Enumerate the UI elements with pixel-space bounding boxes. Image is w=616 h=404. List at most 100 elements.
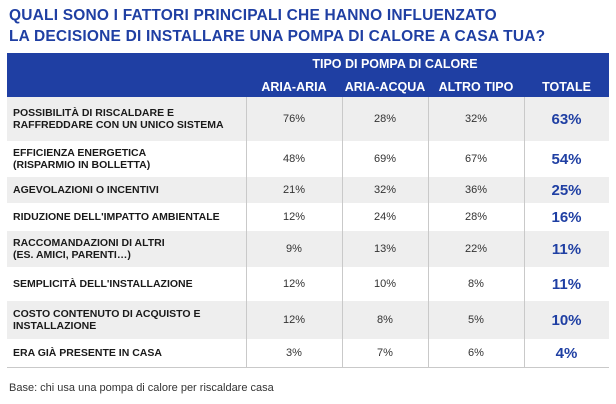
column-divider bbox=[342, 141, 343, 177]
column-divider bbox=[246, 231, 247, 267]
row-label: ERA GIÀ PRESENTE IN CASA bbox=[13, 339, 253, 367]
column-divider bbox=[524, 203, 525, 231]
row-label: POSSIBILITÀ DI RISCALDARE E RAFFREDDARE C… bbox=[13, 97, 253, 141]
table-row: POSSIBILITÀ DI RISCALDARE E RAFFREDDARE C… bbox=[7, 97, 609, 141]
cell-aria-acqua: 32% bbox=[373, 184, 397, 196]
table-row: ERA GIÀ PRESENTE IN CASA 3% 7% 6% 4% bbox=[7, 339, 609, 367]
cell-altro-tipo: 8% bbox=[468, 278, 484, 290]
cell-totale: 11% bbox=[551, 275, 582, 293]
row-label: COSTO CONTENUTO DI ACQUISTO E INSTALLAZIO… bbox=[13, 301, 253, 339]
column-header-totale: TOTALE bbox=[542, 80, 591, 94]
column-divider bbox=[428, 231, 429, 267]
column-divider bbox=[428, 177, 429, 203]
row-label-line: RIDUZIONE DELL'IMPATTO AMBIENTALE bbox=[13, 211, 220, 223]
table-row: SEMPLICITÀ DELL'INSTALLAZIONE 12% 10% 8% 11% bbox=[7, 267, 609, 301]
table-row: RACCOMANDAZIONI DI ALTRI (ES. AMICI, PARE… bbox=[7, 231, 609, 267]
cell-altro-tipo: 32% bbox=[464, 113, 488, 125]
chart-title-line-2: LA DECISIONE DI INSTALLARE UNA POMPA DI … bbox=[9, 28, 546, 45]
cell-aria-aria: 12% bbox=[282, 211, 306, 223]
column-divider bbox=[342, 339, 343, 367]
row-label-line: INSTALLAZIONE bbox=[13, 320, 97, 332]
cell-aria-acqua: 69% bbox=[373, 153, 397, 165]
column-divider bbox=[428, 339, 429, 367]
cell-aria-aria: 9% bbox=[286, 243, 302, 255]
row-label-line: SEMPLICITÀ DELL'INSTALLAZIONE bbox=[13, 278, 193, 290]
row-label: EFFICIENZA ENERGETICA (RISPARMIO IN BOLLE… bbox=[13, 141, 253, 177]
cell-aria-acqua: 28% bbox=[373, 113, 397, 125]
cell-aria-aria: 12% bbox=[282, 314, 306, 326]
cell-aria-aria: 76% bbox=[282, 113, 306, 125]
column-divider bbox=[428, 301, 429, 339]
table-row: AGEVOLAZIONI O INCENTIVI 21% 32% 36% 25% bbox=[7, 177, 609, 203]
table-row: EFFICIENZA ENERGETICA (RISPARMIO IN BOLLE… bbox=[7, 141, 609, 177]
cell-aria-acqua: 7% bbox=[377, 347, 393, 359]
row-label-line: ERA GIÀ PRESENTE IN CASA bbox=[13, 347, 162, 359]
column-divider bbox=[524, 267, 525, 301]
column-divider bbox=[342, 177, 343, 203]
row-label-line: COSTO CONTENUTO DI ACQUISTO E bbox=[13, 308, 201, 320]
column-divider bbox=[246, 97, 247, 141]
column-divider bbox=[246, 141, 247, 177]
cell-totale: 25% bbox=[551, 181, 582, 199]
cell-totale: 11% bbox=[551, 240, 582, 258]
row-label-line: (RISPARMIO IN BOLLETTA) bbox=[13, 159, 151, 171]
cell-altro-tipo: 67% bbox=[464, 153, 488, 165]
column-divider bbox=[246, 339, 247, 367]
column-divider bbox=[246, 301, 247, 339]
column-divider bbox=[342, 301, 343, 339]
table-row: COSTO CONTENUTO DI ACQUISTO E INSTALLAZIO… bbox=[7, 301, 609, 339]
cell-altro-tipo: 22% bbox=[464, 243, 488, 255]
column-divider bbox=[246, 267, 247, 301]
chart-title: QUALI SONO I FATTORI PRINCIPALI CHE HANN… bbox=[9, 5, 609, 47]
column-divider bbox=[524, 177, 525, 203]
column-divider bbox=[246, 203, 247, 231]
row-label-line: RAFFREDDARE CON UN UNICO SISTEMA bbox=[13, 119, 224, 131]
column-divider bbox=[524, 231, 525, 267]
cell-altro-tipo: 5% bbox=[468, 314, 484, 326]
column-divider bbox=[428, 141, 429, 177]
column-divider bbox=[246, 177, 247, 203]
cell-aria-aria: 12% bbox=[282, 278, 306, 290]
cell-aria-acqua: 10% bbox=[373, 278, 397, 290]
column-header-aria-aria: ARIA-ARIA bbox=[261, 80, 327, 94]
cell-altro-tipo: 28% bbox=[464, 211, 488, 223]
column-divider bbox=[342, 267, 343, 301]
column-header-altro-tipo: ALTRO TIPO bbox=[438, 80, 514, 94]
row-label: AGEVOLAZIONI O INCENTIVI bbox=[13, 177, 253, 203]
cell-aria-acqua: 13% bbox=[373, 243, 397, 255]
cell-totale: 10% bbox=[551, 311, 582, 329]
chart-title-line-1: QUALI SONO I FATTORI PRINCIPALI CHE HANN… bbox=[9, 7, 497, 24]
row-label-line: POSSIBILITÀ DI RISCALDARE E bbox=[13, 107, 175, 119]
cell-aria-aria: 21% bbox=[282, 184, 306, 196]
column-divider bbox=[342, 97, 343, 141]
column-divider bbox=[428, 203, 429, 231]
cell-altro-tipo: 6% bbox=[468, 347, 484, 359]
cell-altro-tipo: 36% bbox=[464, 184, 488, 196]
row-label-line: RACCOMANDAZIONI DI ALTRI bbox=[13, 237, 165, 249]
footnote: Base: chi usa una pompa di calore per ri… bbox=[9, 382, 274, 394]
cell-aria-acqua: 8% bbox=[377, 314, 393, 326]
row-label-line: (ES. AMICI, PARENTI…) bbox=[13, 249, 131, 261]
column-divider bbox=[524, 97, 525, 141]
cell-aria-acqua: 24% bbox=[373, 211, 397, 223]
group-header-label: TIPO DI POMPA DI CALORE bbox=[312, 57, 478, 71]
column-divider bbox=[342, 203, 343, 231]
cell-totale: 63% bbox=[551, 110, 582, 128]
column-divider bbox=[524, 141, 525, 177]
table-bottom-rule bbox=[7, 367, 609, 368]
row-label: RIDUZIONE DELL'IMPATTO AMBIENTALE bbox=[13, 203, 253, 231]
table-row: RIDUZIONE DELL'IMPATTO AMBIENTALE 12% 24% 2… bbox=[7, 203, 609, 231]
row-label-line: EFFICIENZA ENERGETICA bbox=[13, 147, 147, 159]
column-divider bbox=[342, 231, 343, 267]
cell-aria-aria: 3% bbox=[286, 347, 302, 359]
table-body: POSSIBILITÀ DI RISCALDARE E RAFFREDDARE C… bbox=[7, 97, 609, 367]
column-divider bbox=[524, 339, 525, 367]
row-label: RACCOMANDAZIONI DI ALTRI (ES. AMICI, PARE… bbox=[13, 231, 253, 267]
column-header-aria-acqua: ARIA-ACQUA bbox=[344, 80, 426, 94]
row-label: SEMPLICITÀ DELL'INSTALLAZIONE bbox=[13, 267, 253, 301]
cell-aria-aria: 48% bbox=[282, 153, 306, 165]
cell-totale: 4% bbox=[555, 344, 578, 362]
table-header: TIPO DI POMPA DI CALORE ARIA-ARIA ARIA-A… bbox=[7, 53, 609, 97]
cell-totale: 54% bbox=[551, 150, 582, 168]
column-divider bbox=[428, 97, 429, 141]
